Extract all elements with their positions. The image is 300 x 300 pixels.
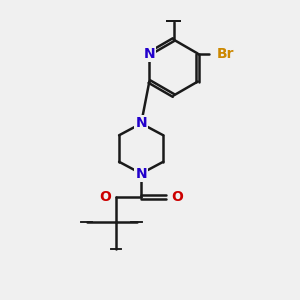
- Text: Br: Br: [217, 46, 234, 61]
- Text: N: N: [143, 46, 155, 61]
- Text: O: O: [172, 190, 183, 204]
- Text: N: N: [135, 116, 147, 130]
- Text: N: N: [135, 167, 147, 181]
- Text: O: O: [99, 190, 111, 204]
